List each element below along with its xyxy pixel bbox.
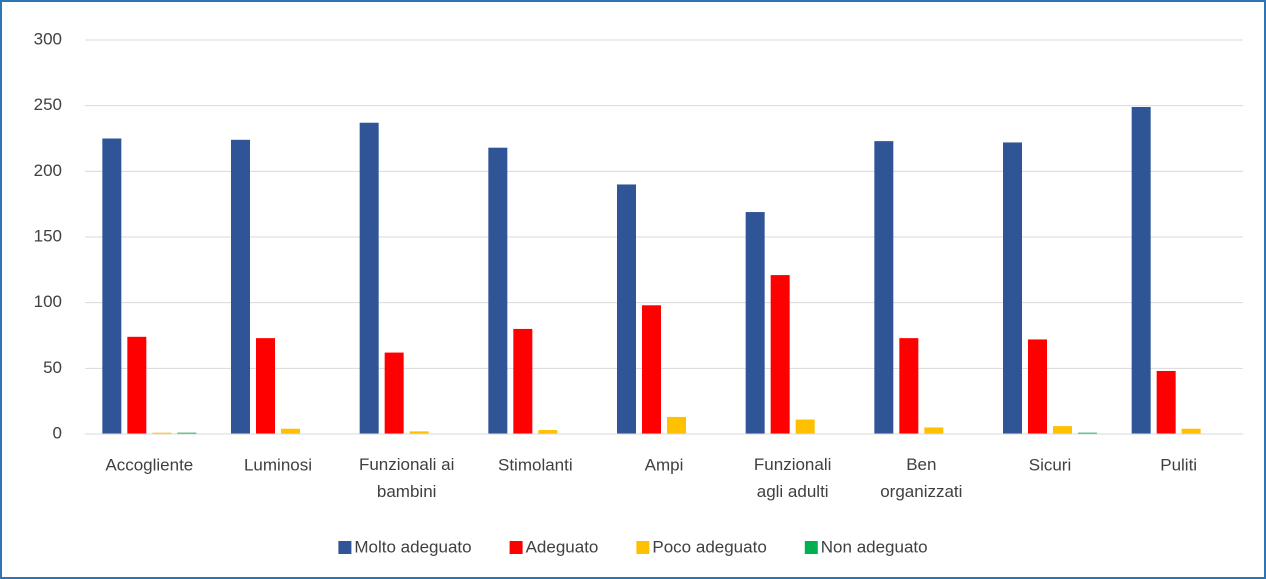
bar [899,338,919,434]
bar [1156,370,1176,434]
bar [538,430,558,434]
x-tick-label: Funzionali agli adulti [754,455,832,501]
y-tick-label: 100 [34,292,62,311]
bar [770,275,790,434]
bar [152,432,172,434]
legend-swatch [804,541,818,554]
bar [231,139,250,434]
bar [1003,142,1022,434]
y-tick-label: 0 [53,423,62,442]
bar [745,212,765,434]
bar [359,122,379,435]
y-tick-label: 250 [34,95,62,114]
x-tick-label: Puliti [1160,455,1197,474]
bar [1028,339,1047,434]
x-tick-label: Accogliente [105,455,193,474]
legend-swatch [338,541,352,554]
bar [1131,106,1151,434]
bar [409,431,429,434]
bar [513,328,533,434]
bar [617,184,636,434]
legend-swatch [509,541,523,554]
legend-swatch [636,541,650,554]
legend-label: Poco adeguato [652,537,766,556]
x-tick-label: Ben organizzati [880,455,962,501]
bar [281,428,300,434]
bar [102,138,122,434]
x-tick-label: Sicuri [1029,455,1072,474]
bar [127,336,147,434]
bar [1078,432,1097,434]
y-tick-label: 300 [34,29,62,48]
bar [795,419,815,434]
x-tick-label: Funzionali ai bambini [359,455,454,501]
y-tick-label: 200 [34,161,62,180]
x-tick-label: Stimolanti [498,455,573,474]
bar [667,416,686,434]
y-tick-label: 150 [34,226,62,245]
y-tick-label: 50 [43,358,62,377]
bar [874,141,894,435]
x-tick-label: Ampi [645,455,684,474]
bar [177,432,197,434]
bar [384,352,404,434]
legend-label: Non adeguato [821,537,928,556]
bar [256,338,275,434]
legend-label: Molto adeguato [354,537,471,556]
bar [1181,428,1201,434]
x-tick-label: Luminosi [244,455,312,474]
bar [1053,426,1072,434]
bar [488,147,508,434]
bar [642,305,661,434]
bar [924,427,944,434]
legend-label: Adeguato [526,537,599,556]
